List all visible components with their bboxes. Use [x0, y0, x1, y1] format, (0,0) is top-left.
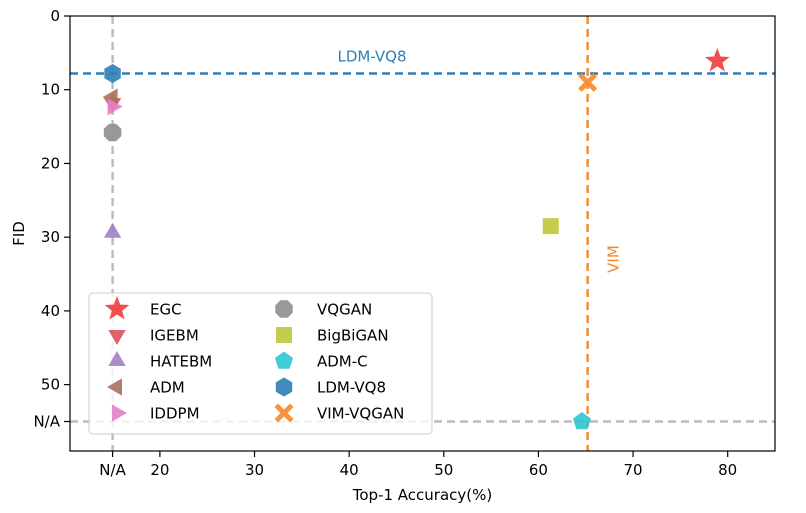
- legend-label: HATEBM: [150, 353, 212, 371]
- x-tick-label: 30: [245, 461, 264, 479]
- y-tick-label: 20: [41, 154, 60, 172]
- reference-line-label: VIM: [605, 245, 623, 273]
- legend-marker-vim-vqgan: [274, 403, 294, 423]
- legend-label: BigBiGAN: [317, 327, 389, 345]
- plot-area-frame: [69, 15, 776, 452]
- data-point-hatebm: [103, 222, 122, 238]
- legend-label: ADM-C: [317, 353, 368, 371]
- legend-label: ADM: [150, 379, 185, 397]
- legend-label: LDM-VQ8: [317, 379, 386, 397]
- data-point-vim-vqgan: [578, 72, 598, 92]
- legend-marker-bigbigan: [276, 327, 292, 343]
- data-point-iddpm: [107, 98, 123, 116]
- legend-label: IDDPM: [150, 405, 200, 423]
- legend-marker-vqgan: [275, 300, 293, 318]
- y-tick-label: N/A: [33, 413, 60, 431]
- y-tick-label: 40: [41, 302, 60, 320]
- x-tick-label: 70: [624, 461, 643, 479]
- x-tick-label: 40: [340, 461, 359, 479]
- y-tick-label: 30: [41, 228, 60, 246]
- legend-marker-adm: [107, 378, 122, 396]
- legend-label: EGC: [150, 301, 182, 319]
- y-tick-label: 10: [41, 81, 60, 99]
- x-tick-label: 20: [150, 461, 169, 479]
- x-tick-label: N/A: [99, 461, 126, 479]
- y-axis-label: FID: [10, 221, 28, 246]
- legend-marker-iddpm: [112, 404, 127, 422]
- legend-marker-egc: [104, 296, 130, 320]
- legend-label: IGEBM: [150, 327, 199, 345]
- legend-box: [88, 292, 433, 435]
- x-axis-label: Top-1 Accuracy(%): [352, 486, 492, 504]
- data-point-adm: [102, 88, 118, 106]
- legend-label: VQGAN: [317, 301, 372, 319]
- x-tick-label: 50: [434, 461, 453, 479]
- data-point-vqgan: [103, 123, 122, 142]
- legend-marker-ldm-vq8: [275, 377, 293, 397]
- legend-marker-igebm: [108, 330, 126, 345]
- legend-marker-adm-c: [274, 351, 294, 369]
- data-point-adm-c: [572, 412, 591, 430]
- legend-label: VIM-VQGAN: [317, 405, 404, 423]
- y-tick-label: 0: [50, 7, 60, 25]
- data-point-egc: [704, 47, 730, 72]
- axis-ticks: N/A 20 30 40 50 60 70 80 0 10 20 30 40 50 N/A: [33, 7, 737, 479]
- data-point-bigbigan: [542, 218, 559, 235]
- data-point-ldm-vq8: [104, 64, 121, 84]
- reference-line-label: LDM-VQ8: [338, 48, 407, 66]
- legend: EGC IGEBM HATEBM ADM IDDPM VQGAN BigBiGAN ADM-C…: [88, 292, 433, 435]
- x-tick-label: 60: [529, 461, 548, 479]
- legend-marker-hatebm: [108, 351, 126, 366]
- data-points: [102, 47, 730, 430]
- y-tick-label: 50: [41, 376, 60, 394]
- x-tick-label: 80: [718, 461, 737, 479]
